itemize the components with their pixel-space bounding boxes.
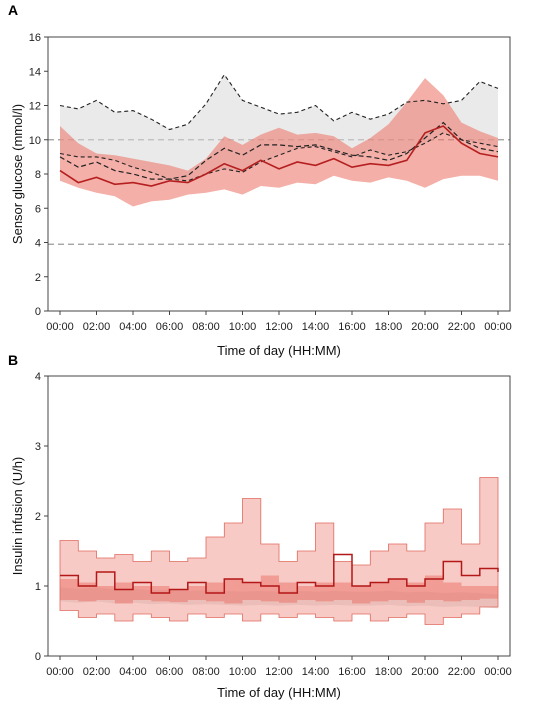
x-tick-label: 02:00 <box>83 321 111 333</box>
y-tick-label: 0 <box>35 306 41 318</box>
y-tick-label: 16 <box>29 32 41 44</box>
panel-a-y-ticks: 0 2 4 6 8 10 12 14 16 <box>29 32 48 318</box>
panel-b: B 0 1 2 3 4 00:00 02:00 04:00 06:00 08:00 10:00 12… <box>8 352 512 700</box>
grey-upper-dashed-line <box>59 73 499 131</box>
x-tick-label: 08:00 <box>192 666 220 678</box>
x-tick-label: 02:00 <box>83 666 111 678</box>
panel-a-x-label: Time of day (HH:MM) <box>217 343 341 358</box>
grey-median-dashed-line <box>59 121 499 180</box>
x-tick-label: 10:00 <box>229 321 257 333</box>
panel-a-bands <box>48 74 510 245</box>
x-tick-label: 16:00 <box>338 321 366 333</box>
x-tick-label: 12:00 <box>265 321 293 333</box>
x-tick-label: 00:00 <box>46 321 74 333</box>
red-median-line <box>59 125 499 187</box>
panel-a-lines <box>59 73 499 187</box>
x-tick-label: 14:00 <box>302 666 330 678</box>
panel-b-y-label: Insulin infusion (U/h) <box>10 457 25 576</box>
panel-b-x-ticks: 00:00 02:00 04:00 06:00 08:00 10:00 12:00 14:00… <box>46 656 512 678</box>
x-tick-label: 22:00 <box>448 666 476 678</box>
y-tick-label: 1 <box>35 581 41 593</box>
red-iqr-band <box>60 78 498 207</box>
y-tick-label: 12 <box>29 101 41 113</box>
panel-a-x-ticks: 00:00 02:00 04:00 06:00 08:00 10:00 12:00 14:00… <box>46 311 512 333</box>
panel-a: A 0 2 4 6 8 10 12 14 16 00:00 02:00 04:00 06:00 08:0… <box>8 2 512 358</box>
x-tick-label: 00:00 <box>46 666 74 678</box>
x-tick-label: 18:00 <box>375 321 403 333</box>
dark-red-median-line <box>60 553 499 594</box>
y-tick-label: 6 <box>35 203 41 215</box>
x-tick-label: 04:00 <box>119 321 147 333</box>
x-tick-label: 04:00 <box>119 666 147 678</box>
x-tick-label: 18:00 <box>375 666 403 678</box>
x-tick-label: 10:00 <box>229 666 257 678</box>
panel-b-letter: B <box>8 352 18 368</box>
x-tick-label: 06:00 <box>156 666 184 678</box>
y-tick-label: 8 <box>35 169 41 181</box>
panel-b-lines <box>60 553 499 594</box>
panel-b-y-ticks: 0 1 2 3 4 <box>35 371 48 663</box>
light-red-band <box>59 477 499 625</box>
x-tick-label: 14:00 <box>302 321 330 333</box>
panel-b-bands <box>59 477 499 625</box>
x-tick-label: 20:00 <box>411 666 439 678</box>
panel-a-letter: A <box>8 2 18 18</box>
y-tick-label: 0 <box>35 651 41 663</box>
y-tick-label: 2 <box>35 272 41 284</box>
panel-a-y-label: Sensor glucose (mmol/l) <box>10 104 25 244</box>
y-tick-label: 10 <box>29 135 41 147</box>
x-tick-label: 22:00 <box>448 321 476 333</box>
y-tick-label: 2 <box>35 511 41 523</box>
y-tick-label: 4 <box>35 371 41 383</box>
x-tick-label: 08:00 <box>192 321 220 333</box>
x-tick-label: 16:00 <box>338 666 366 678</box>
panel-b-x-label: Time of day (HH:MM) <box>217 685 341 700</box>
x-tick-label: 00:00 <box>484 321 512 333</box>
x-tick-label: 06:00 <box>156 321 184 333</box>
y-tick-label: 4 <box>35 238 41 250</box>
y-tick-label: 3 <box>35 441 41 453</box>
x-tick-label: 12:00 <box>265 666 293 678</box>
x-tick-label: 00:00 <box>484 666 512 678</box>
x-tick-label: 20:00 <box>411 321 439 333</box>
y-tick-label: 14 <box>29 66 41 78</box>
